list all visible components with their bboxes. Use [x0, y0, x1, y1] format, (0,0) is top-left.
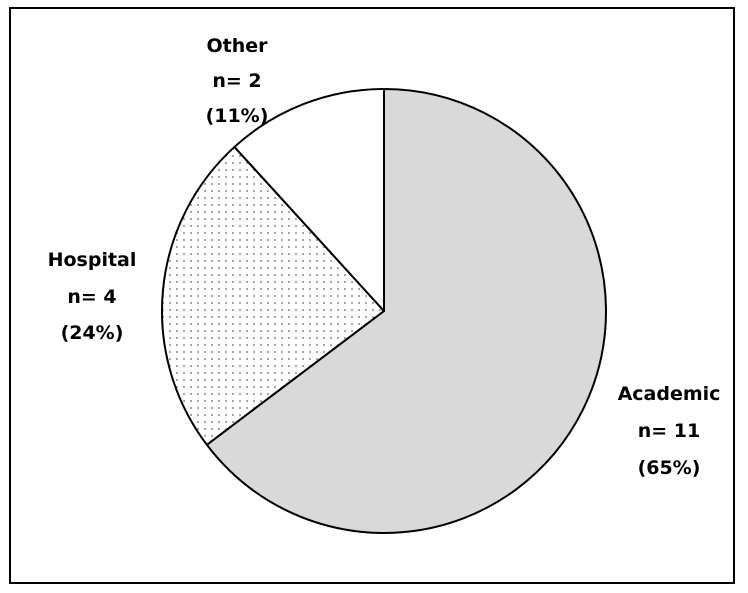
slice-other [233, 88, 385, 312]
label-academic-name: Academic [618, 383, 721, 405]
label-hospital-name: Hospital [48, 249, 137, 271]
label-academic-percent: (65%) [638, 457, 701, 479]
label-hospital-percent: (24%) [61, 322, 124, 344]
pie-slices [161, 88, 607, 534]
slice-hospital [161, 145, 385, 446]
label-other-percent: (11%) [206, 105, 269, 127]
label-other-n: n= 2 [212, 70, 261, 92]
label-hospital-n: n= 4 [67, 286, 116, 308]
label-other-name: Other [206, 35, 268, 57]
label-academic-n: n= 11 [638, 420, 701, 442]
slice-academic [205, 88, 607, 534]
